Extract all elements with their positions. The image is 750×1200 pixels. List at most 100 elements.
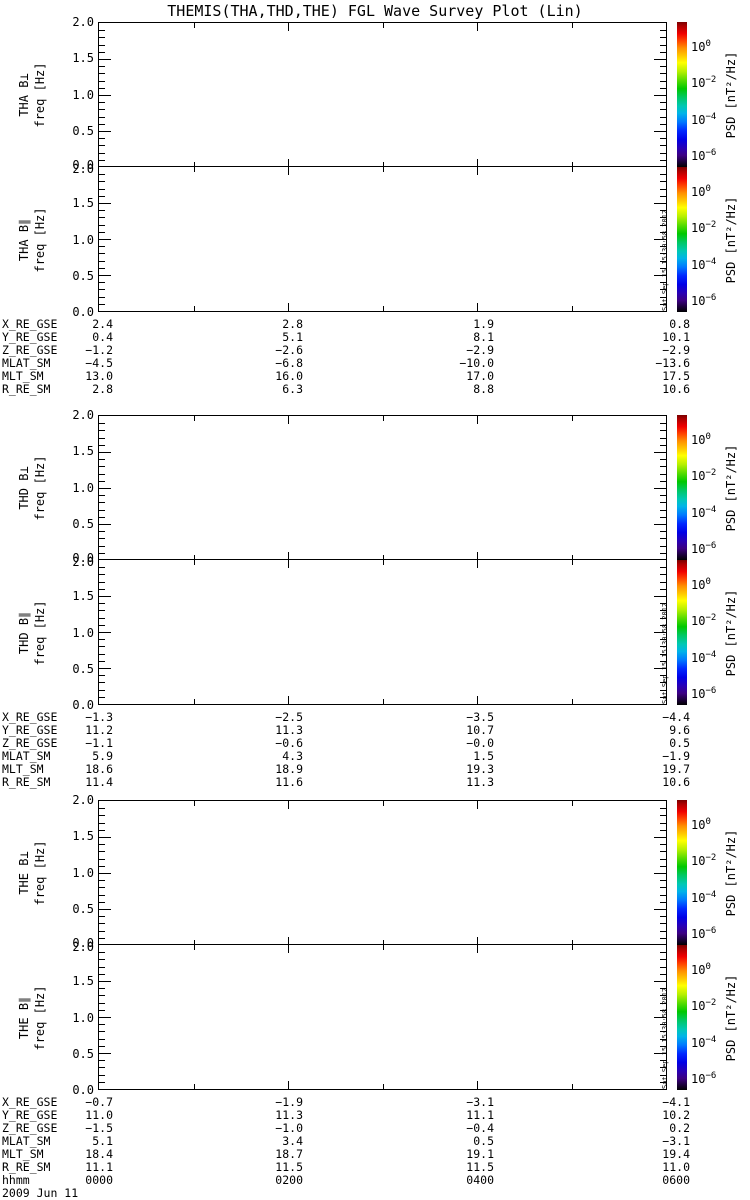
freq-tick-label: 2.0 (72, 408, 94, 422)
y-tick-mark (660, 1039, 666, 1040)
y-tick-mark (99, 538, 105, 539)
freq-axis-label-text: freq [Hz] (33, 599, 47, 666)
y-tick-mark (660, 625, 666, 626)
colorbar-tick-label: 10−4 (691, 112, 716, 130)
y-tick-mark (660, 923, 666, 924)
y-tick-mark (654, 275, 666, 276)
ephemeris-value: −2.9 (662, 343, 690, 357)
y-tick-mark (99, 1046, 105, 1047)
x-tick-mark (477, 552, 478, 560)
y-tick-mark (660, 138, 666, 139)
x-tick-mark (572, 23, 573, 28)
creation-timestamp-text: Sat Sep 15 15:30:58 2012 (661, 602, 669, 704)
ephemeris-row: X_RE_GSE −0.7 −1.9 −3.1 −4.1 (0, 1096, 750, 1109)
y-tick-mark (660, 261, 666, 262)
freq-tick-label: 1.0 (72, 87, 94, 102)
ephemeris-value: 13.0 (85, 369, 113, 383)
ephemeris-row-label: R_RE_SM (2, 775, 51, 789)
y-tick-mark (654, 524, 666, 525)
y-tick-mark (99, 109, 105, 110)
y-tick-mark (660, 430, 666, 431)
psd-colorbar (677, 560, 687, 705)
colorbar-tick-exponent: 0 (705, 183, 711, 194)
y-tick-mark (660, 66, 666, 67)
colorbar-tick-label: 100 (691, 184, 711, 202)
x-tick-mark (572, 416, 573, 421)
freq-tick-label: 0.0 (72, 698, 94, 712)
ephemeris-value: 11.0 (85, 1108, 113, 1122)
y-tick-mark (660, 52, 666, 53)
ephemeris-value: −2.5 (275, 710, 303, 724)
colorbar-tick-base: 10 (691, 220, 706, 235)
y-tick-mark (660, 859, 666, 860)
ephemeris-value: 18.4 (85, 1147, 113, 1161)
ephemeris-row: Z_RE_GSE −1.2 −2.6 −2.9 −2.9 (0, 344, 750, 357)
y-tick-mark (99, 160, 105, 161)
y-tick-mark (660, 844, 666, 845)
ephemeris-value: 10.6 (662, 775, 690, 789)
ephemeris-row-label: Y_RE_GSE (2, 1108, 58, 1122)
ephemeris-row: MLAT_SM −4.5 −6.8 −10.0 −13.6 (0, 357, 750, 370)
ephemeris-row: R_RE_SM 11.4 11.6 11.3 10.6 (0, 776, 750, 789)
ephemeris-row: Y_RE_GSE 11.0 11.3 11.1 10.2 (0, 1109, 750, 1122)
colorbar-tick-label: 10−4 (691, 650, 716, 668)
freq-axis-label-text: freq [Hz] (33, 206, 47, 273)
freq-tick-label: 0.5 (72, 516, 94, 531)
freq-axis-label-text: freq [Hz] (33, 839, 47, 906)
ephemeris-value: −0.7 (85, 1095, 113, 1109)
y-tick-mark (99, 815, 105, 816)
y-tick-mark (99, 697, 105, 698)
y-tick-mark (660, 690, 666, 691)
psd-colorbar (677, 945, 687, 1090)
ephemeris-value: −2.9 (466, 343, 494, 357)
y-tick-mark (99, 488, 111, 489)
colorbar-tick-base: 10 (691, 1071, 706, 1086)
ephemeris-value: 3.4 (282, 1134, 303, 1148)
y-tick-mark (660, 181, 666, 182)
freq-tick-label: 0.0 (72, 936, 94, 950)
psd-axis-label-text: PSD [nT²/Hz] (724, 196, 738, 283)
y-tick-mark (99, 430, 105, 431)
x-tick-mark (194, 801, 195, 806)
colorbar-tick-exponent: 0 (705, 816, 711, 827)
panel-ylabel-THE-bpar-text: THE B∥ (17, 996, 31, 1039)
y-tick-mark (99, 131, 111, 132)
ephemeris-row-label: MLT_SM (2, 762, 44, 776)
y-tick-mark (660, 30, 666, 31)
y-tick-mark (660, 553, 666, 554)
y-tick-mark (99, 567, 105, 568)
freq-tick-label: 1.5 (72, 974, 94, 989)
freq-tick-label: 1.0 (72, 625, 94, 640)
ephemeris-value: 5.1 (282, 330, 303, 344)
ephemeris-row-label: X_RE_GSE (2, 710, 58, 724)
y-tick-mark (99, 618, 105, 619)
y-tick-mark (654, 873, 666, 874)
ephemeris-value: 0000 (85, 1173, 113, 1187)
colorbar-tick-label: 100 (691, 962, 711, 980)
ephemeris-value: 0.5 (669, 736, 690, 750)
colorbar-tick-base: 10 (691, 184, 706, 199)
freq-tick-label: 2.0 (72, 162, 94, 176)
x-tick-mark (383, 1084, 384, 1089)
colorbar-tick-exponent: 0 (705, 576, 711, 587)
y-tick-mark (660, 297, 666, 298)
freq-tick-label: 0.5 (72, 268, 94, 283)
ephemeris-value: 0.2 (669, 1121, 690, 1135)
y-tick-mark (660, 661, 666, 662)
spectrogram-pair-THE (98, 800, 667, 1090)
colorbar-tick-label: 10−2 (691, 468, 716, 486)
ephemeris-value: 11.4 (85, 775, 113, 789)
y-tick-mark (99, 1053, 111, 1054)
y-tick-mark (99, 282, 105, 283)
colorbar-tick-base: 10 (691, 541, 706, 556)
ephemeris-value: 17.5 (662, 369, 690, 383)
y-tick-mark (654, 909, 666, 910)
ephemeris-row-label: MLAT_SM (2, 749, 51, 763)
colorbar-tick-label: 10−6 (691, 1071, 716, 1089)
colorbar-tick-base: 10 (691, 506, 706, 521)
y-tick-mark (99, 902, 105, 903)
y-tick-mark (660, 995, 666, 996)
x-tick-mark (572, 1084, 573, 1089)
y-tick-mark (99, 589, 105, 590)
y-tick-mark (660, 246, 666, 247)
